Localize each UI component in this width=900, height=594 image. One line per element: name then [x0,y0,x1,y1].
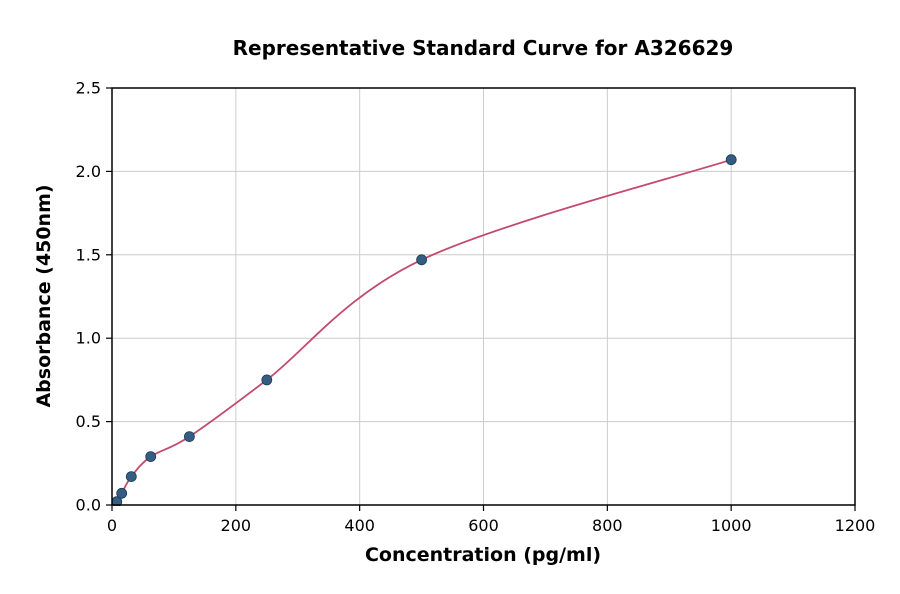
data-point [125,471,137,483]
x-tick-label: 1200 [835,516,876,535]
y-tick-label: 2.5 [76,79,101,98]
data-point [416,254,428,266]
chart-title: Representative Standard Curve for A32662… [233,36,734,60]
x-tick-label: 0 [107,516,117,535]
x-axis-label: Concentration (pg/ml) [365,544,601,566]
y-tick-label: 1.0 [76,329,101,348]
y-tick-label: 1.5 [76,245,101,264]
y-axis-label: Absorbance (450nm) [33,184,55,407]
y-tick-label: 0.0 [76,496,101,515]
x-tick-label: 200 [221,516,252,535]
x-tick-label: 400 [344,516,375,535]
y-tick-label: 2.0 [76,162,101,181]
data-point [261,374,273,386]
x-tick-label: 800 [592,516,623,535]
data-point [725,154,737,166]
data-point [116,487,128,499]
x-tick-label: 600 [468,516,499,535]
data-layer [112,154,737,506]
fit-curve [116,158,732,503]
x-tick-label: 1000 [711,516,752,535]
data-point [145,451,157,463]
plot-border [111,87,856,506]
plot-area: 0 200 400 600 800 1000 1200 0.0 0.5 1.0 1.5 2.0 2.5 [76,79,876,536]
data-point [112,496,123,506]
y-tick-label: 0.5 [76,412,101,431]
data-point [183,431,195,443]
